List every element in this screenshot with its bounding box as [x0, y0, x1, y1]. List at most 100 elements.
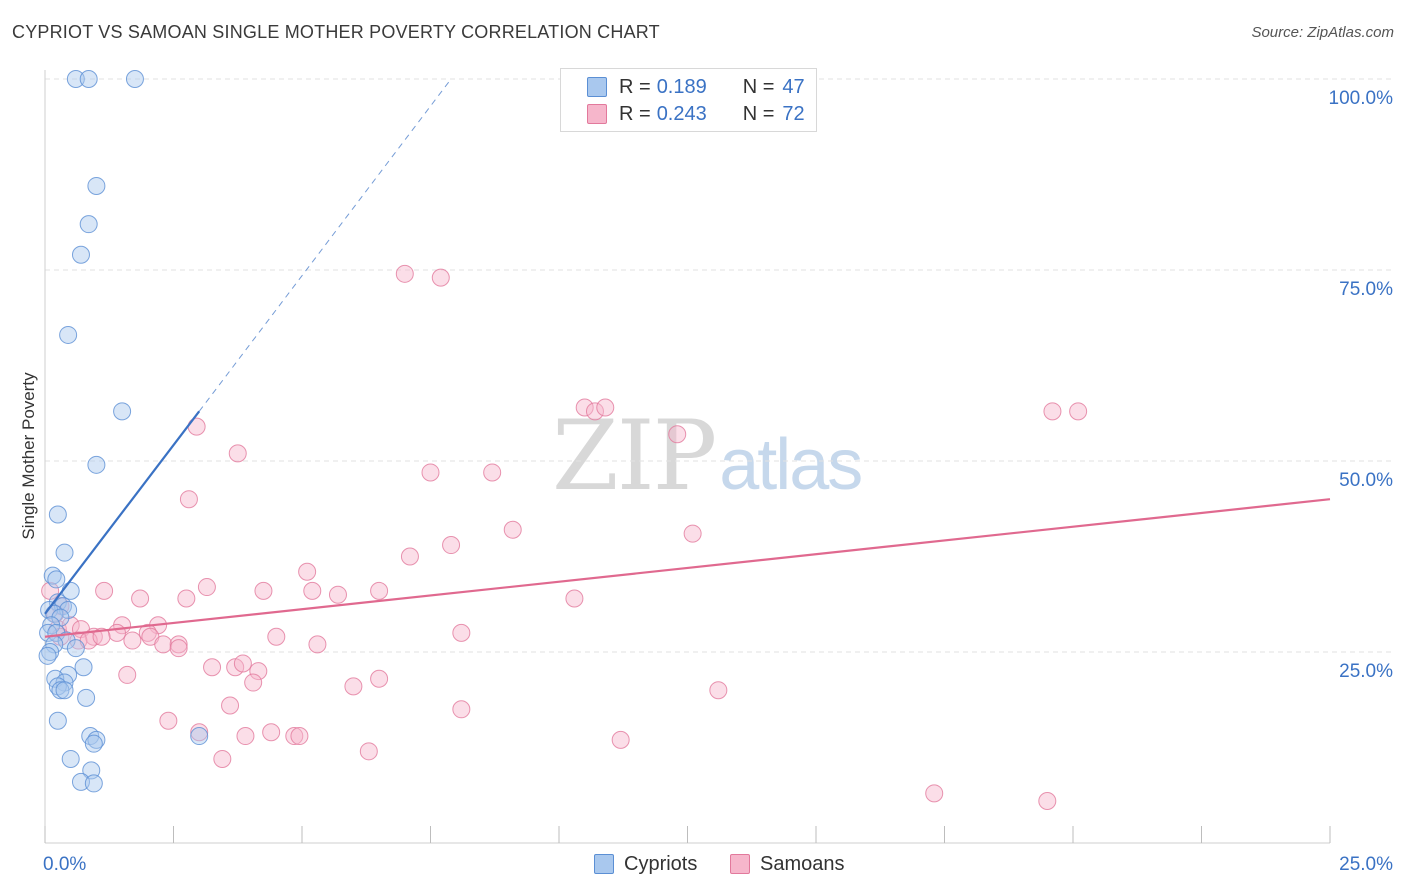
samoan-point — [395, 264, 414, 283]
cypriot-point — [47, 570, 66, 589]
cypriot-point — [87, 455, 106, 474]
cypriots-trendline-extension — [198, 78, 452, 412]
samoan-point — [452, 700, 471, 719]
samoan-point — [452, 623, 471, 642]
samoan-point — [213, 749, 232, 768]
samoan-point — [254, 581, 273, 600]
cypriots-legend-swatch — [594, 854, 614, 874]
cypriot-point — [66, 70, 85, 88]
cypriot-point — [48, 505, 67, 524]
samoan-point — [400, 547, 419, 566]
cypriot-point — [84, 774, 103, 793]
samoan-point — [228, 444, 247, 463]
samoan-point — [95, 581, 114, 600]
cypriot-point — [55, 681, 74, 700]
samoan-point — [565, 589, 584, 608]
samoan-point — [285, 727, 304, 746]
samoan-point — [236, 727, 255, 746]
samoan-point — [483, 463, 502, 482]
samoan-point — [1069, 402, 1088, 421]
cypriots-n-label: N = — [742, 75, 775, 98]
cypriots-trendline — [44, 410, 201, 615]
x-tick-label: 25.0% — [1339, 854, 1393, 875]
samoan-point — [169, 635, 188, 654]
cypriot-point — [66, 639, 85, 658]
cypriot-point — [87, 176, 106, 195]
samoan-point — [683, 524, 702, 543]
stats-legend: R = 0.189 N = 47 R = 0.243 N = 72 — [560, 68, 817, 132]
samoan-point — [92, 627, 111, 646]
cypriot-point — [125, 70, 144, 88]
samoans-swatch — [587, 104, 607, 124]
cypriot-point — [71, 772, 90, 791]
samoan-point — [709, 681, 728, 700]
cypriot-point — [61, 749, 80, 768]
samoan-point — [179, 490, 198, 509]
samoan-point — [370, 669, 389, 688]
cypriot-point — [48, 711, 67, 730]
cypriot-point — [51, 608, 70, 627]
samoan-point — [131, 589, 150, 608]
samoans-legend-swatch — [730, 854, 750, 874]
samoan-point — [611, 730, 630, 749]
cypriot-point — [79, 70, 98, 88]
samoan-point — [308, 635, 327, 654]
samoan-point — [575, 398, 594, 417]
samoan-point — [190, 723, 209, 742]
bottom-legend-cypriots[interactable]: Cypriots — [594, 851, 697, 877]
samoan-point — [442, 536, 461, 555]
samoans-legend-label: Samoans — [760, 852, 845, 875]
cypriot-point — [59, 600, 78, 619]
cypriots-legend-label: Cypriots — [624, 852, 698, 875]
cypriot-point — [59, 325, 78, 344]
samoan-point — [177, 589, 196, 608]
cypriot-point — [47, 623, 66, 642]
y-axis-label: Single Mother Poverty — [19, 372, 38, 540]
samoan-point — [154, 635, 173, 654]
y-tick-label: 25.0% — [1339, 661, 1393, 682]
samoan-point — [1043, 402, 1062, 421]
samoan-point — [585, 402, 604, 421]
cypriots-n-value: 47 — [782, 75, 805, 98]
samoans-n-value: 72 — [782, 102, 805, 125]
samoan-point — [159, 711, 178, 730]
cypriot-point — [79, 215, 98, 234]
watermark: ZIPatlas — [552, 400, 863, 512]
samoan-point — [328, 585, 347, 604]
cypriot-point — [77, 688, 96, 707]
y-tick-label: 50.0% — [1339, 470, 1393, 491]
samoan-point — [344, 677, 363, 696]
cypriots-r-label: R = — [619, 75, 651, 98]
samoan-point — [298, 562, 317, 581]
samoan-point — [203, 658, 222, 677]
cypriot-point — [74, 658, 93, 677]
y-tick-label: 100.0% — [1329, 88, 1394, 109]
watermark-zip: ZIP — [552, 400, 717, 512]
bottom-legend-samoans[interactable]: Samoans — [730, 851, 845, 877]
samoan-point — [118, 665, 137, 684]
samoan-point — [107, 623, 126, 642]
samoan-point — [267, 627, 286, 646]
samoan-point — [244, 673, 263, 692]
samoans-r-label: R = — [619, 102, 651, 125]
samoan-point — [290, 727, 309, 746]
watermark-atlas: atlas — [719, 425, 863, 505]
samoan-point — [221, 696, 240, 715]
cypriots-swatch — [587, 77, 607, 97]
samoan-point — [197, 578, 216, 597]
cypriot-point — [38, 646, 57, 665]
legend-row-cypriots: R = 0.189 N = 47 — [587, 75, 805, 99]
samoan-point — [249, 662, 268, 681]
samoan-point — [233, 654, 252, 673]
samoans-n-label: N = — [742, 102, 775, 125]
samoan-point — [596, 398, 615, 417]
source-label: Source: ZipAtlas.com — [1251, 24, 1394, 41]
samoans-trendline — [44, 498, 1331, 638]
samoan-point — [1038, 791, 1057, 810]
y-tick-label: 75.0% — [1339, 279, 1393, 300]
samoans-r-value: 0.243 — [656, 102, 707, 125]
chart-title: CYPRIOT VS SAMOAN SINGLE MOTHER POVERTY … — [12, 22, 660, 42]
cypriot-point — [55, 543, 74, 562]
samoan-point — [359, 742, 378, 761]
